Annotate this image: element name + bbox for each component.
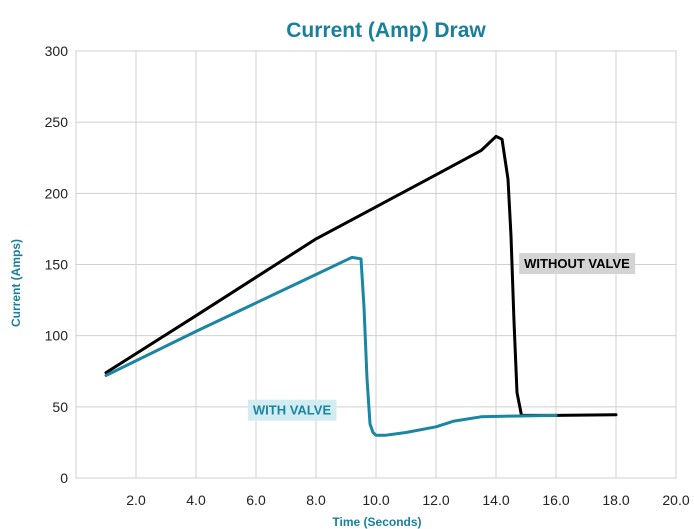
x-tick-label: 16.0 xyxy=(542,492,569,508)
y-tick-label: 150 xyxy=(45,257,69,273)
x-tick-label: 12.0 xyxy=(422,492,449,508)
annotation-layer: WITHOUT VALVE WITH VALVE xyxy=(247,253,636,421)
label-background xyxy=(247,399,337,421)
without-valve-line xyxy=(104,134,618,417)
x-tick-label: 8.0 xyxy=(306,492,326,508)
y-axis-ticks: 0 50 100 150 200 250 300 xyxy=(45,43,69,486)
x-tick-label: 6.0 xyxy=(246,492,266,508)
x-tick-label: 14.0 xyxy=(482,492,509,508)
x-tick-label: 18.0 xyxy=(602,492,629,508)
y-tick-label: 0 xyxy=(60,470,68,486)
chart-title: Current (Amp) Draw xyxy=(286,19,486,42)
y-tick-label: 300 xyxy=(45,43,69,59)
y-tick-label: 100 xyxy=(45,328,69,344)
series-layer xyxy=(104,134,618,437)
x-tick-label: 20.0 xyxy=(662,492,689,508)
label-text: WITH VALVE xyxy=(253,403,332,418)
x-axis-label: Time (Seconds) xyxy=(332,515,421,529)
x-tick-label: 10.0 xyxy=(362,492,389,508)
x-tick-label: 4.0 xyxy=(186,492,206,508)
y-tick-label: 250 xyxy=(45,114,69,130)
with-valve-label: WITH VALVE xyxy=(247,399,337,421)
y-tick-label: 200 xyxy=(45,185,69,201)
label-background xyxy=(519,253,636,275)
x-axis-ticks: 2.0 4.0 6.0 8.0 10.0 12.0 14.0 16.0 18.0 20.0 xyxy=(126,492,690,508)
x-tick-label: 2.0 xyxy=(126,492,146,508)
without-valve-label: WITHOUT VALVE xyxy=(519,253,636,275)
with-valve-line xyxy=(104,255,558,437)
y-axis-label: Current (Amps) xyxy=(9,239,23,327)
label-text: WITHOUT VALVE xyxy=(524,256,630,271)
y-tick-label: 50 xyxy=(52,399,68,415)
